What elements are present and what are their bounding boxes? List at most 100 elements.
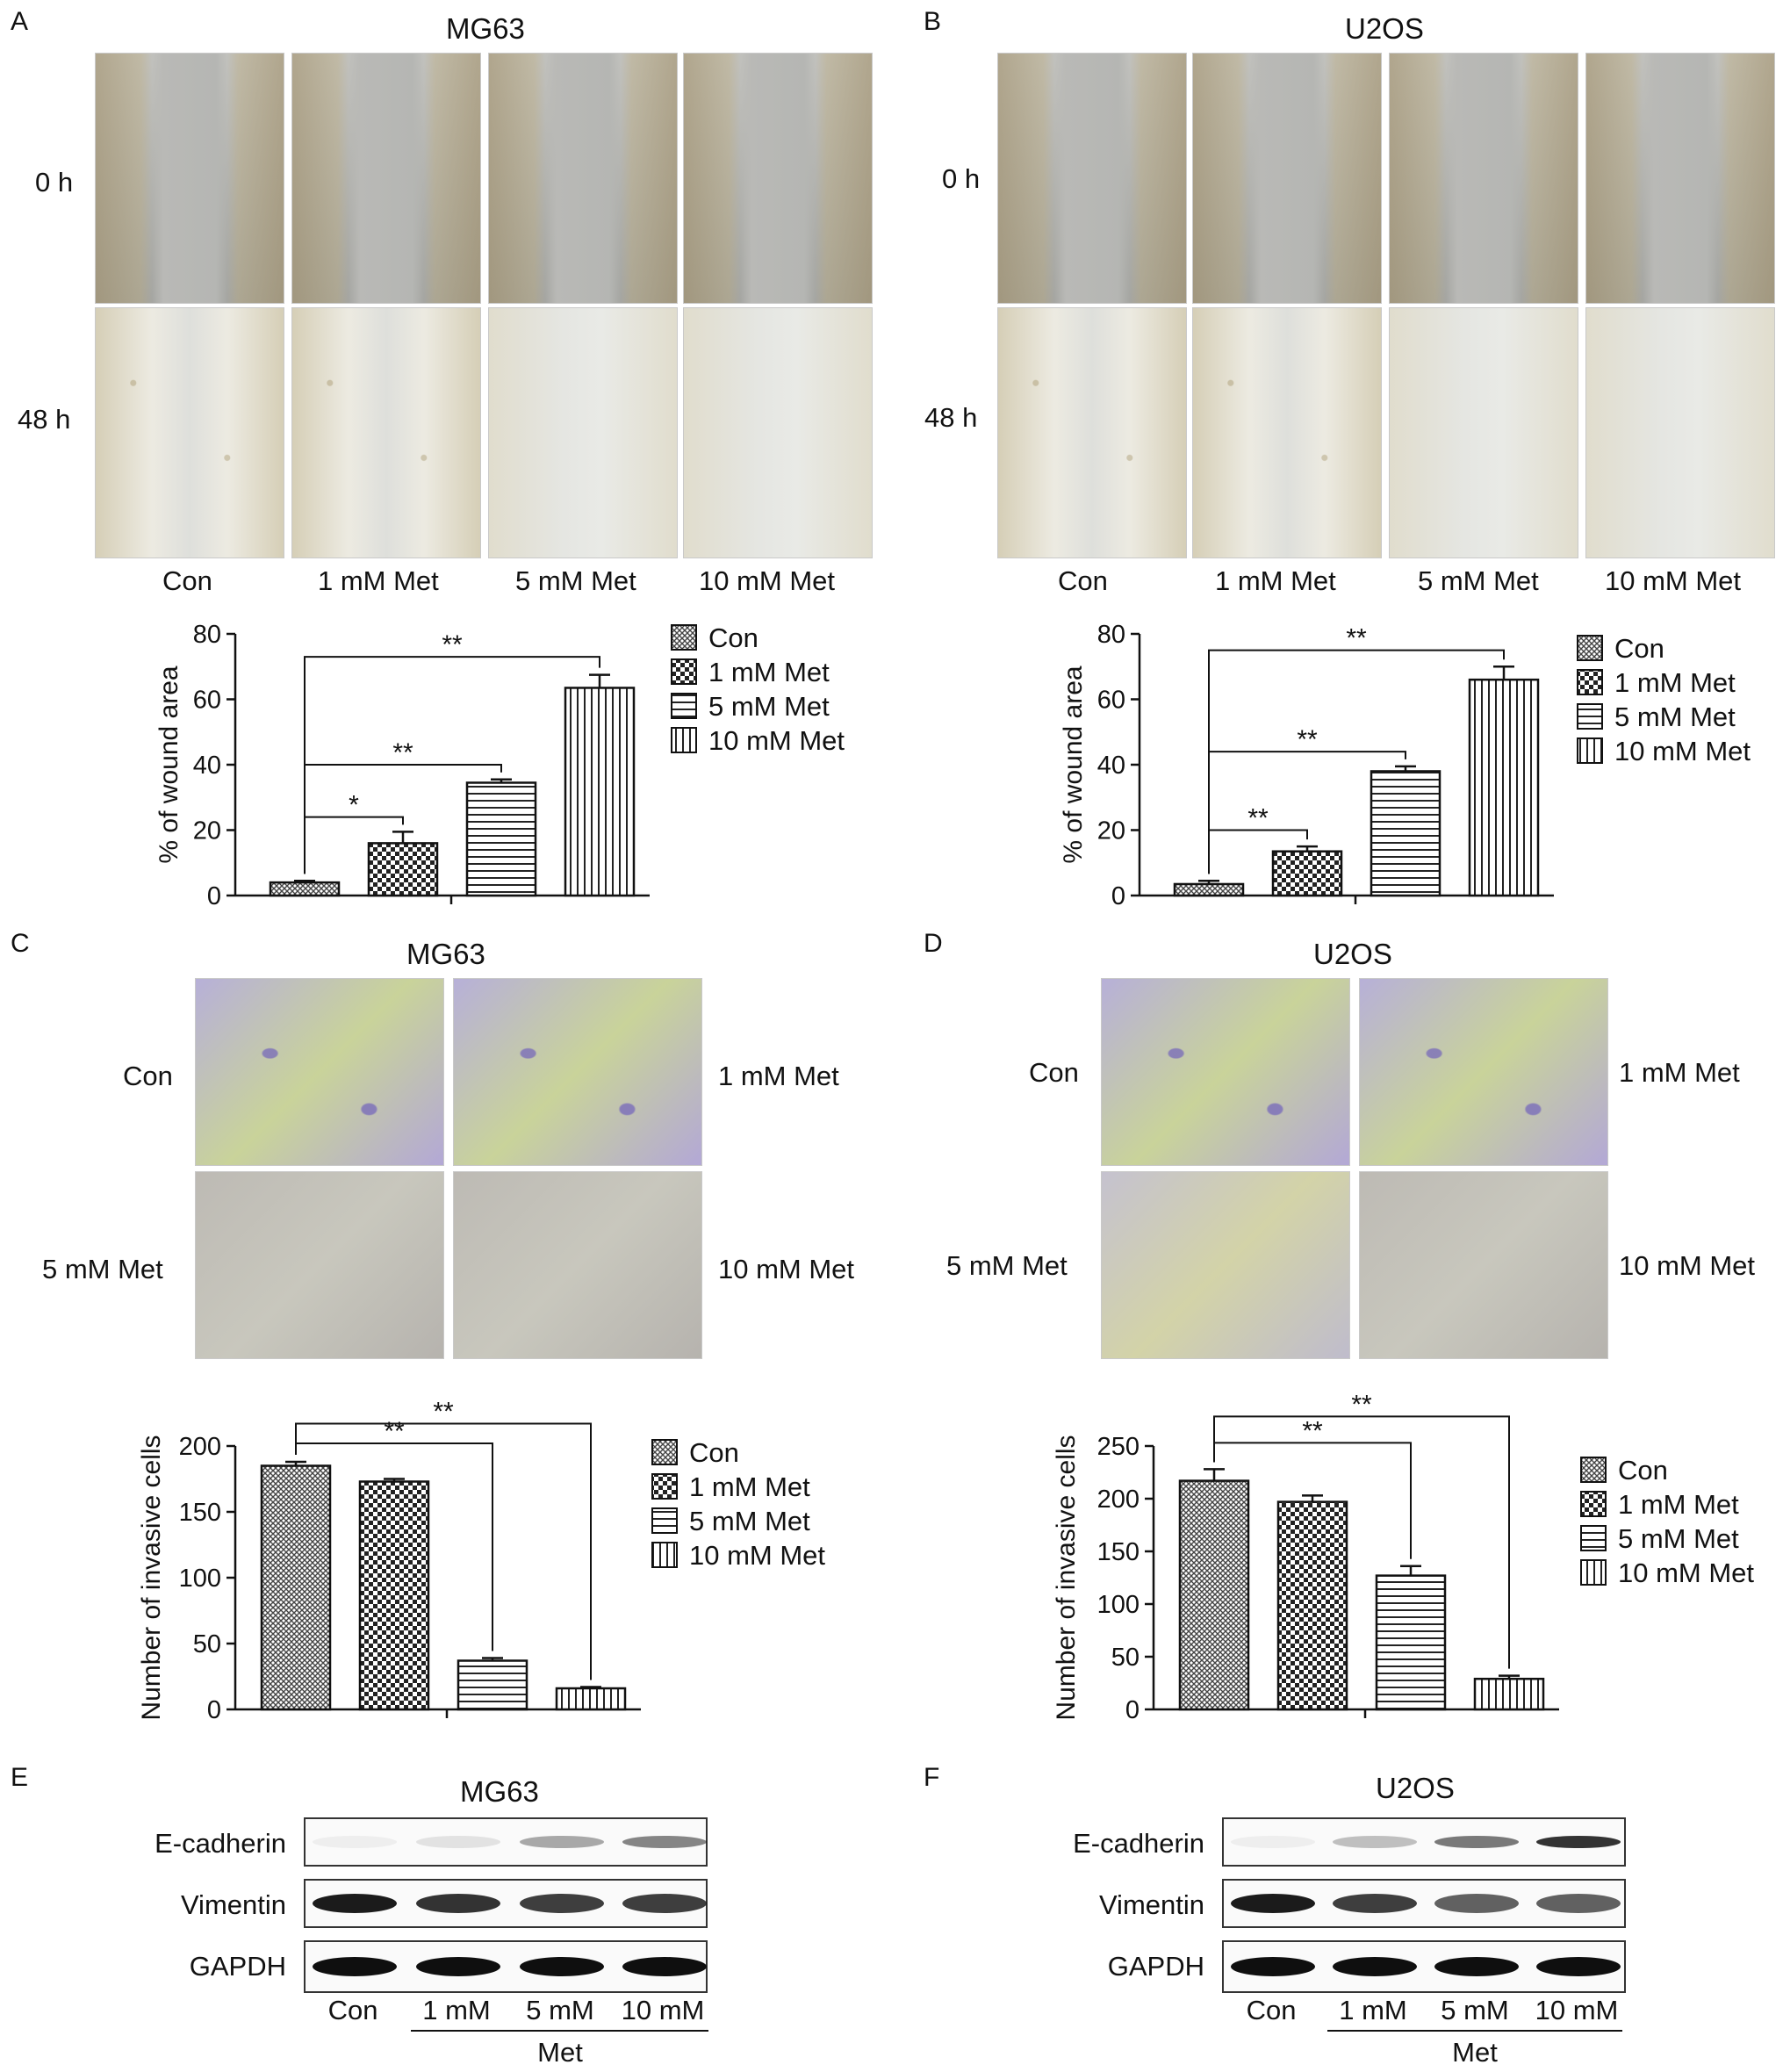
- y-tick-label: 0: [1125, 1696, 1140, 1724]
- treatment-bracket-line: [1327, 2030, 1622, 2032]
- blot-band: [1231, 1894, 1315, 1913]
- y-tick-label: 40: [1097, 752, 1125, 780]
- bar-1mm: [1276, 1500, 1348, 1711]
- blot-band: [1536, 1957, 1621, 1976]
- legend-label: 10 mM Met: [689, 1540, 825, 1571]
- blot-band: [1434, 1836, 1519, 1848]
- invasion-image-con: [1101, 978, 1350, 1166]
- chart-d-invasive-cells: 0 50 100 150 200 250 Number of invasive cells *…: [1052, 1390, 1754, 1724]
- y-tick-label: 20: [193, 817, 221, 845]
- legend-label: 5 mM Met: [708, 691, 830, 722]
- wound-image-con-0h: [997, 53, 1187, 304]
- bar-1mm: [1271, 850, 1343, 897]
- significance-bracket: [295, 1422, 592, 1680]
- legend-label: 1 mM Met: [1618, 1489, 1739, 1520]
- blot-band: [1333, 1894, 1417, 1913]
- bar-10mm: [1468, 678, 1540, 897]
- bar-10mm: [1473, 1677, 1545, 1711]
- bar-1mm: [367, 842, 439, 897]
- blot-lane-label: 10 mM: [621, 1995, 705, 2025]
- bar-5mm: [465, 781, 537, 897]
- legend-swatch: [671, 624, 697, 651]
- legend-label: 10 mM Met: [708, 725, 845, 756]
- blot-strip-vimentin: [304, 1879, 708, 1928]
- col-label-con: Con: [1058, 565, 1108, 596]
- wound-image-1mm-48h: [1192, 307, 1382, 558]
- legend-swatch: [1577, 703, 1603, 730]
- wound-image-10mm-48h: [683, 307, 873, 558]
- row-label-48h: 48 h: [18, 404, 71, 435]
- panel-letter-e: E: [11, 1763, 29, 1792]
- y-tick-label: 0: [1111, 882, 1125, 910]
- panel-d-title: U2OS: [1313, 938, 1392, 970]
- invasion-label-con: Con: [123, 1061, 173, 1091]
- significance-label: **: [1247, 804, 1269, 833]
- blot-label-gapdh: GAPDH: [189, 1951, 286, 1982]
- legend-label: 5 mM Met: [1618, 1523, 1739, 1554]
- col-label-10mm: 10 mM Met: [699, 565, 836, 596]
- chart-axes: 0 20 40 60 80: [1097, 621, 1554, 910]
- blot-strip-gapdh: [1222, 1940, 1626, 1993]
- y-tick-label: 200: [179, 1433, 221, 1461]
- blot-band: [1536, 1894, 1621, 1913]
- col-label-con: Con: [162, 565, 212, 596]
- bar-con: [269, 881, 341, 897]
- blot-label-gapdh: GAPDH: [1107, 1951, 1204, 1982]
- blot-band: [313, 1894, 397, 1913]
- bar-5mm: [1370, 770, 1441, 897]
- blot-label-e-cadherin: E-cadherin: [1073, 1828, 1204, 1859]
- y-axis-label: Number of invasive cells: [137, 1435, 166, 1720]
- invasion-label-10mm: 10 mM Met: [1619, 1250, 1756, 1281]
- wound-image-5mm-48h: [488, 307, 678, 558]
- wound-image-con-0h: [95, 53, 284, 304]
- legend-label: 1 mM Met: [689, 1471, 810, 1502]
- row-label-0h: 0 h: [942, 163, 981, 194]
- blot-lane-label: 1 mM: [1339, 1995, 1407, 2025]
- bar-1mm: [358, 1480, 430, 1711]
- significance-label: **: [384, 1417, 405, 1446]
- y-tick-label: 50: [1111, 1644, 1140, 1672]
- legend-swatch: [651, 1439, 678, 1465]
- y-tick-label: 40: [193, 752, 221, 780]
- blot-lane-label: 10 mM: [1535, 1995, 1619, 2025]
- invasion-image-5mm: [1101, 1171, 1350, 1359]
- invasion-label-1mm: 1 mM Met: [718, 1061, 839, 1091]
- panel-b-title: U2OS: [1345, 12, 1424, 45]
- invasion-image-1mm: [453, 978, 702, 1166]
- wound-image-1mm-0h: [291, 53, 481, 304]
- blot-band: [520, 1894, 604, 1913]
- blot-band: [1536, 1836, 1621, 1848]
- legend-swatch: [1577, 635, 1603, 661]
- blot-strip-gapdh: [304, 1940, 708, 1993]
- wound-image-con-48h: [997, 307, 1187, 558]
- invasion-image-con: [195, 978, 444, 1166]
- significance-label: **: [1346, 624, 1367, 653]
- blot-strip-e-cadherin: [1222, 1817, 1626, 1867]
- treatment-bracket-line: [411, 2030, 708, 2032]
- blot-band: [622, 1957, 707, 1976]
- significance-label: **: [1351, 1390, 1372, 1419]
- wound-image-1mm-0h: [1192, 53, 1382, 304]
- blot-lane-label: Con: [327, 1995, 378, 2025]
- blot-lane-label: 5 mM: [526, 1995, 594, 2025]
- panel-e-title: MG63: [460, 1775, 539, 1808]
- blot-band: [622, 1894, 707, 1913]
- blot-band: [416, 1957, 500, 1976]
- blot-strip-vimentin: [1222, 1879, 1626, 1928]
- row-label-0h: 0 h: [35, 167, 74, 198]
- panel-letter-d: D: [924, 929, 943, 958]
- y-tick-label: 250: [1097, 1433, 1140, 1461]
- blot-band: [416, 1836, 500, 1848]
- legend-label: Con: [1618, 1455, 1668, 1486]
- bar-10mm: [564, 687, 636, 897]
- legend-swatch: [671, 658, 697, 685]
- significance-label: **: [433, 1398, 454, 1427]
- wound-image-10mm-0h: [683, 53, 873, 304]
- panel-letter-c: C: [11, 929, 30, 958]
- legend-label: 10 mM Met: [1614, 736, 1751, 766]
- legend-swatch: [1580, 1525, 1607, 1551]
- y-axis-label: % of wound area: [155, 665, 183, 863]
- legend-swatch: [1580, 1457, 1607, 1483]
- panel-letter-b: B: [924, 7, 942, 36]
- blot-label-e-cadherin: E-cadherin: [155, 1828, 286, 1859]
